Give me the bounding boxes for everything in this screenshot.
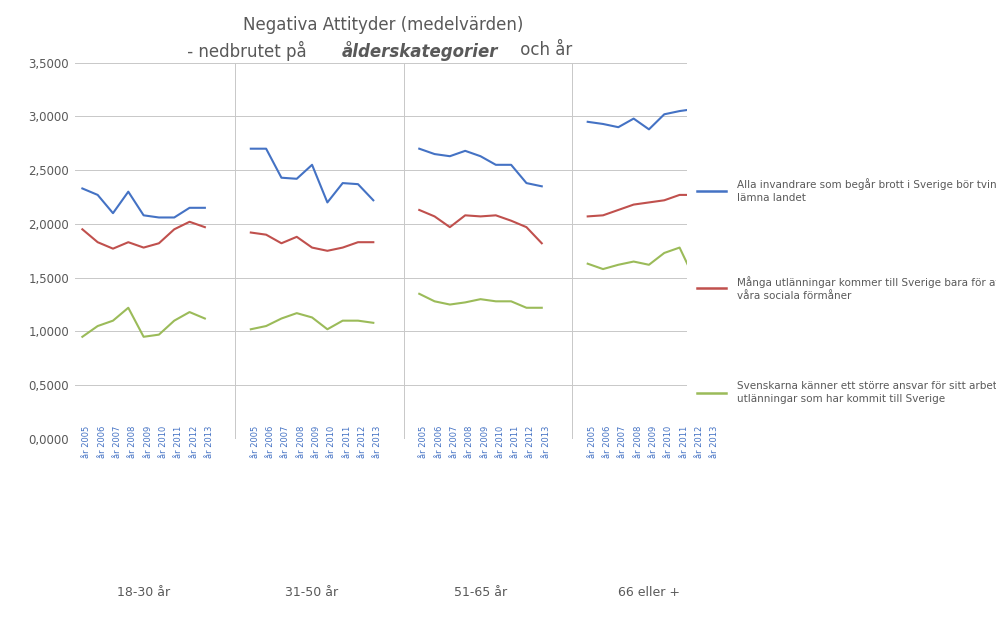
Text: ålderskategorier: ålderskategorier [342,41,498,61]
Text: år 2010: år 2010 [159,426,168,458]
Text: år 2008: år 2008 [297,426,306,458]
Text: och år: och år [515,41,573,59]
Text: Negativa Attityder (medelvärden): Negativa Attityder (medelvärden) [243,16,524,34]
Text: år 2009: år 2009 [143,426,152,458]
Text: år 2009: år 2009 [480,426,489,458]
Text: år 2007: år 2007 [619,426,627,458]
Text: Alla invandrare som begår brott i Sverige bör tvingas att
lämna landet: Alla invandrare som begår brott i Sverig… [737,178,996,203]
Text: Svenskarna känner ett större ansvar för sitt arbete än de
utlänningar som har ko: Svenskarna känner ett större ansvar för … [737,381,996,404]
Text: år 2005: år 2005 [83,426,92,458]
Text: år 2005: år 2005 [588,426,597,458]
Text: år 2006: år 2006 [266,426,275,458]
Text: år 2012: år 2012 [527,426,536,458]
Text: år 2010: år 2010 [496,426,505,458]
Text: år 2010: år 2010 [328,426,337,458]
Text: år 2009: år 2009 [649,426,658,458]
Text: år 2005: år 2005 [251,426,260,458]
Text: år 2013: år 2013 [542,426,551,458]
Text: år 2006: år 2006 [98,426,107,458]
Text: 51-65 år: 51-65 år [454,586,507,599]
Text: Många utlänningar kommer till Sverige bara för att utnyttja
våra sociala förmåne: Många utlänningar kommer till Sverige ba… [737,276,996,301]
Text: år 2008: år 2008 [465,426,474,458]
Text: 31-50 år: 31-50 år [286,586,339,599]
Text: år 2008: år 2008 [128,426,137,458]
Text: år 2011: år 2011 [679,426,688,458]
Text: år 2008: år 2008 [633,426,642,458]
Text: år 2011: år 2011 [174,426,183,458]
Text: år 2011: år 2011 [511,426,520,458]
Text: år 2007: år 2007 [282,426,291,458]
Text: år 2007: år 2007 [113,426,122,458]
Text: år 2011: år 2011 [343,426,352,458]
Text: år 2007: år 2007 [450,426,459,458]
Text: år 2013: år 2013 [205,426,214,458]
Text: 18-30 år: 18-30 år [118,586,170,599]
Text: 66 eller +: 66 eller + [618,586,680,599]
Text: år 2006: år 2006 [603,426,612,458]
Text: år 2012: år 2012 [189,426,198,458]
Text: år 2005: år 2005 [419,426,428,458]
Text: år 2010: år 2010 [664,426,673,458]
Text: år 2009: år 2009 [312,426,321,458]
Text: år 2012: år 2012 [358,426,367,458]
Text: år 2006: år 2006 [434,426,443,458]
Text: - nedbrutet på: - nedbrutet på [182,41,312,61]
Text: år 2013: år 2013 [710,426,719,458]
Text: år 2013: år 2013 [374,426,382,458]
Text: år 2012: år 2012 [695,426,704,458]
